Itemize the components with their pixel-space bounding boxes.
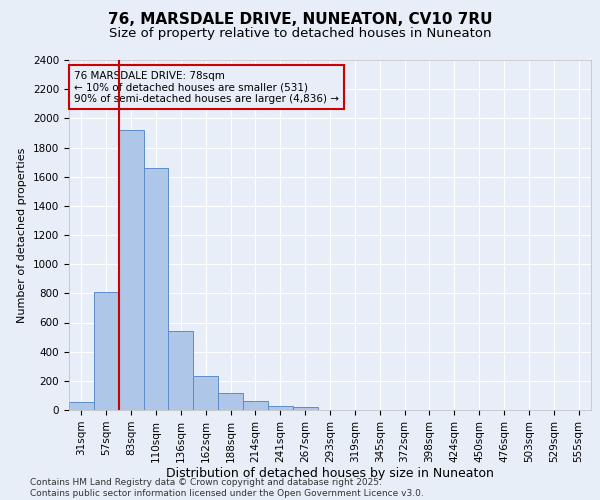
Bar [243,401,268,410]
Bar [94,292,119,410]
Text: Size of property relative to detached houses in Nuneaton: Size of property relative to detached ho… [109,28,491,40]
X-axis label: Distribution of detached houses by size in Nuneaton: Distribution of detached houses by size … [166,468,494,480]
Bar [143,168,169,410]
Bar [268,406,293,410]
Y-axis label: Number of detached properties: Number of detached properties [17,148,28,322]
Bar [119,130,143,410]
Text: Contains HM Land Registry data © Crown copyright and database right 2025.
Contai: Contains HM Land Registry data © Crown c… [30,478,424,498]
Text: 76, MARSDALE DRIVE, NUNEATON, CV10 7RU: 76, MARSDALE DRIVE, NUNEATON, CV10 7RU [108,12,492,28]
Bar [193,376,218,410]
Text: 76 MARSDALE DRIVE: 78sqm
← 10% of detached houses are smaller (531)
90% of semi-: 76 MARSDALE DRIVE: 78sqm ← 10% of detach… [74,70,339,104]
Bar [293,408,317,410]
Bar [69,402,94,410]
Bar [169,331,193,410]
Bar [218,393,243,410]
